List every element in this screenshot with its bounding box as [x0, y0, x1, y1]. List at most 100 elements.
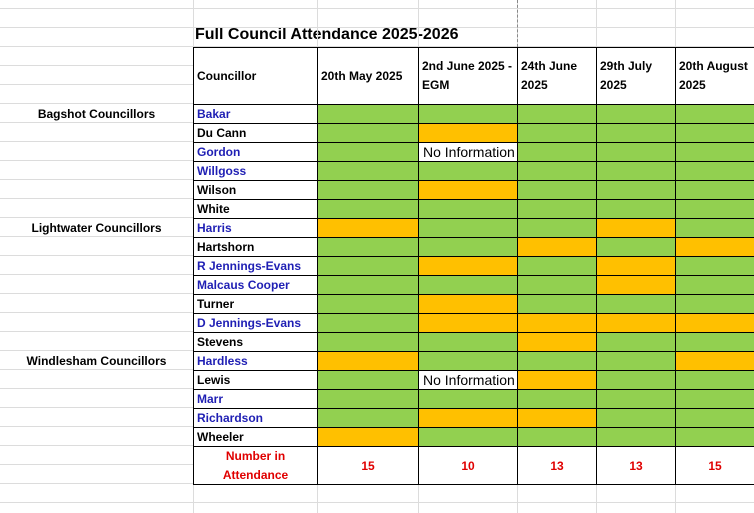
- councillor-name: Wilson: [193, 180, 318, 200]
- attendance-cell: [596, 123, 676, 143]
- attendance-cell: [675, 427, 754, 447]
- attendance-cell: [675, 199, 754, 219]
- group-label: Windlesham Councillors: [26, 353, 167, 368]
- attendance-cell: [418, 237, 518, 257]
- attendance-cell: [317, 275, 419, 295]
- attendance-cell: [675, 332, 754, 352]
- councillor-name: Lewis: [193, 370, 318, 390]
- attendance-cell: No Information: [418, 370, 518, 390]
- councillor-name: Harris: [193, 218, 318, 238]
- attendance-cell: [596, 294, 676, 314]
- councillor-name: Turner: [193, 294, 318, 314]
- attendance-cell: [675, 104, 754, 124]
- councillor-name: R Jennings-Evans: [193, 256, 318, 276]
- totals-value: 13: [596, 446, 676, 485]
- attendance-cell: [418, 256, 518, 276]
- councillor-name: Gordon: [193, 142, 318, 162]
- attendance-cell: [675, 313, 754, 333]
- attendance-cell: [418, 104, 518, 124]
- attendance-cell: [517, 427, 597, 447]
- totals-value: 13: [517, 446, 597, 485]
- attendance-cell: [317, 199, 419, 219]
- attendance-cell: [317, 389, 419, 409]
- attendance-cell: [317, 427, 419, 447]
- attendance-cell: [317, 313, 419, 333]
- totals-value: 15: [317, 446, 419, 485]
- attendance-cell: [418, 275, 518, 295]
- attendance-cell: [418, 427, 518, 447]
- attendance-cell: [675, 256, 754, 276]
- attendance-cell: [317, 332, 419, 352]
- attendance-cell: [418, 313, 518, 333]
- attendance-cell: [517, 256, 597, 276]
- totals-label: Number in Attendance: [193, 446, 318, 485]
- header-cell: 20th May 2025: [317, 47, 419, 105]
- attendance-cell: [418, 199, 518, 219]
- header-cell: Councillor: [193, 47, 318, 105]
- attendance-cell: [517, 275, 597, 295]
- attendance-cell: [675, 237, 754, 257]
- attendance-cell: [675, 370, 754, 390]
- attendance-cell: [596, 256, 676, 276]
- attendance-cell: [317, 294, 419, 314]
- attendance-cell: [418, 351, 518, 371]
- attendance-cell: [317, 123, 419, 143]
- attendance-cell: [517, 370, 597, 390]
- attendance-cell: [596, 408, 676, 428]
- attendance-cell: [596, 142, 676, 162]
- attendance-cell: [517, 313, 597, 333]
- attendance-cell: [675, 275, 754, 295]
- attendance-cell: [418, 332, 518, 352]
- attendance-cell: [517, 218, 597, 238]
- attendance-cell: [418, 218, 518, 238]
- attendance-cell: [675, 294, 754, 314]
- totals-value: 10: [418, 446, 518, 485]
- attendance-cell: [675, 389, 754, 409]
- header-cell: 24th June 2025: [517, 47, 597, 105]
- header-cell: 20th August 2025: [675, 47, 754, 105]
- attendance-cell: [596, 351, 676, 371]
- attendance-cell: [596, 180, 676, 200]
- attendance-cell: [317, 161, 419, 181]
- attendance-cell: [596, 427, 676, 447]
- attendance-cell: [675, 351, 754, 371]
- attendance-cell: [317, 351, 419, 371]
- attendance-cell: [596, 275, 676, 295]
- attendance-cell: [596, 370, 676, 390]
- attendance-cell: [596, 389, 676, 409]
- councillor-name: D Jennings-Evans: [193, 313, 318, 333]
- attendance-cell: [418, 408, 518, 428]
- councillor-name: Malcaus Cooper: [193, 275, 318, 295]
- dashed-divider: [517, 0, 518, 47]
- attendance-cell: [317, 370, 419, 390]
- attendance-cell: [596, 199, 676, 219]
- attendance-cell: [418, 389, 518, 409]
- attendance-cell: [517, 389, 597, 409]
- councillor-name: Wheeler: [193, 427, 318, 447]
- attendance-cell: [317, 237, 419, 257]
- attendance-cell: [317, 180, 419, 200]
- attendance-cell: [317, 142, 419, 162]
- attendance-cell: [517, 123, 597, 143]
- attendance-cell: [418, 123, 518, 143]
- councillor-name: Hardless: [193, 351, 318, 371]
- attendance-cell: [517, 180, 597, 200]
- attendance-cell: [317, 256, 419, 276]
- councillor-name: White: [193, 199, 318, 219]
- header-cell: 2nd June 2025 - EGM: [418, 47, 518, 105]
- attendance-cell: [517, 237, 597, 257]
- attendance-cell: [596, 237, 676, 257]
- attendance-cell: [517, 294, 597, 314]
- header-cell: 29th July 2025: [596, 47, 676, 105]
- attendance-cell: [517, 161, 597, 181]
- attendance-cell: [596, 332, 676, 352]
- attendance-cell: [517, 104, 597, 124]
- attendance-cell: [675, 142, 754, 162]
- councillor-name: Bakar: [193, 104, 318, 124]
- sheet-gridline: [0, 46, 754, 47]
- attendance-cell: [596, 104, 676, 124]
- attendance-cell: [675, 123, 754, 143]
- sheet-gridline: [0, 8, 754, 9]
- councillor-name: Marr: [193, 389, 318, 409]
